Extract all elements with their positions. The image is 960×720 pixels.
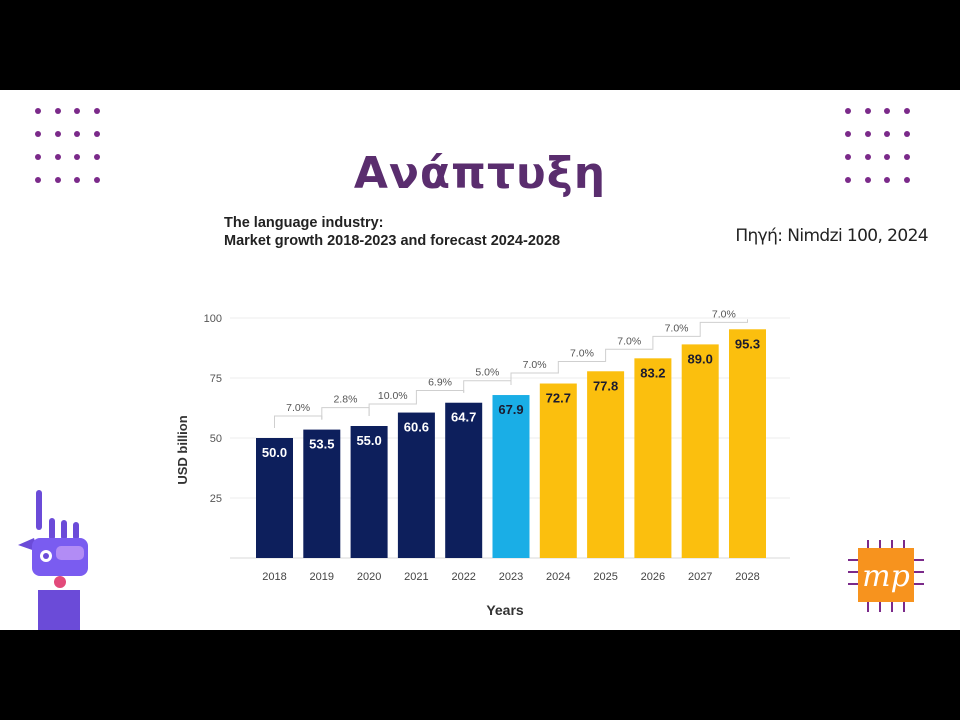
bar-value-label: 53.5: [309, 437, 334, 452]
growth-connector: [463, 380, 512, 393]
bar-2020: [350, 426, 388, 558]
x-tick-label: 2027: [688, 571, 712, 583]
growth-rate-label: 7.0%: [617, 335, 641, 347]
bar-2021: [397, 412, 435, 558]
label-layer: 25 50 75 100 50.0 2018 53.5 2019 55.0 2020 60.6 202…: [204, 308, 761, 583]
x-axis-label: Years: [486, 602, 524, 618]
bar-value-label: 89.0: [688, 351, 713, 366]
bar-2018: [256, 438, 293, 558]
slide: Ανάπτυξη Πηγή: Nimdzi 100, 2024 The lang…: [0, 90, 960, 630]
growth-rate-label: 2.8%: [333, 394, 357, 406]
robot-hand-illustration: [18, 490, 88, 630]
decorative-dot-grid-left: [35, 108, 100, 183]
bar-2024: [539, 383, 577, 558]
x-tick-label: 2023: [499, 571, 523, 583]
x-tick-label: 2021: [404, 571, 428, 583]
growth-connector: [321, 407, 370, 420]
bar-value-label: 50.0: [262, 445, 287, 460]
growth-rate-label: 5.0%: [475, 367, 499, 379]
source-citation: Πηγή: Nimdzi 100, 2024: [735, 226, 928, 246]
bar-value-label: 55.0: [356, 433, 381, 448]
slide-title: Ανάπτυξη: [353, 148, 607, 199]
chart-title: The language industry:: [224, 215, 384, 231]
x-tick-label: 2018: [262, 571, 286, 583]
bar-value-label: 67.9: [498, 402, 523, 417]
x-tick-label: 2026: [641, 571, 665, 583]
logo-text: mp: [862, 559, 910, 594]
bar-2022: [445, 402, 483, 558]
chart-subtitle: Market growth 2018-2023 and forecast 202…: [224, 233, 561, 249]
bar-2026: [634, 358, 672, 558]
growth-connector: [699, 319, 748, 335]
x-tick-label: 2019: [310, 571, 334, 583]
growth-connector: [415, 390, 465, 403]
x-tick-label: 2028: [735, 571, 759, 583]
mp-logo: mp: [848, 540, 924, 612]
growth-rate-label: 10.0%: [378, 390, 408, 402]
growth-rate-label: 7.0%: [570, 348, 594, 360]
bar-2019: [303, 429, 341, 558]
growth-connector: [510, 372, 559, 386]
bar-value-label: 95.3: [735, 336, 760, 351]
decorative-dot-grid-right: [845, 108, 910, 183]
bar-value-label: 64.7: [451, 410, 476, 425]
y-tick-label: 75: [210, 373, 222, 385]
y-tick-label: 25: [210, 493, 222, 505]
x-tick-label: 2025: [593, 571, 617, 583]
bar-value-label: 77.8: [593, 378, 618, 393]
growth-rate-label: 6.9%: [428, 377, 452, 389]
y-tick-label: 50: [210, 433, 222, 445]
bar-2025: [587, 371, 625, 558]
bar-2028: [729, 329, 766, 558]
growth-connector: [652, 334, 701, 349]
x-tick-label: 2024: [546, 571, 570, 583]
y-tick-label: 100: [204, 313, 222, 325]
x-tick-label: 2020: [357, 571, 381, 583]
growth-connector: [557, 361, 607, 374]
bar-chart: 25 50 75 100 50.0 2018 53.5 2019 55.0 2020 60.6 202…: [175, 308, 790, 618]
bar-2023: [492, 395, 530, 558]
growth-rate-label: 7.0%: [523, 359, 547, 371]
bar-value-label: 83.2: [640, 365, 665, 380]
growth-connector: [605, 348, 654, 362]
growth-rate-label: 7.0%: [286, 402, 310, 414]
growth-connector: [368, 402, 417, 416]
growth-connector-layer: [274, 319, 748, 428]
x-tick-label: 2022: [451, 571, 475, 583]
bar-value-label: 72.7: [546, 391, 571, 406]
chart-title-block: The language industry: Market growth 201…: [224, 214, 560, 250]
y-axis-label: USD billion: [175, 415, 190, 484]
bar-value-label: 60.6: [404, 420, 429, 435]
growth-rate-label: 7.0%: [665, 322, 689, 334]
bar-2027: [681, 344, 719, 558]
bar-layer: [256, 329, 766, 558]
growth-rate-label: 7.0%: [712, 308, 736, 320]
growth-connector: [274, 415, 323, 428]
